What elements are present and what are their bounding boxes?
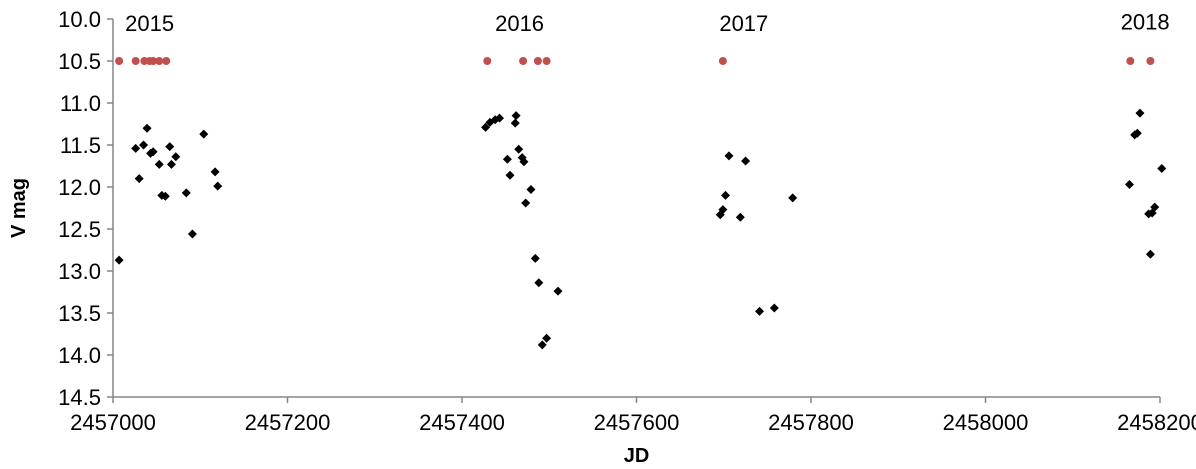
x-tick-label: 2457400 xyxy=(419,410,505,435)
year-annotation: 2018 xyxy=(1121,10,1170,35)
data-point-diamond xyxy=(154,159,164,169)
data-point-diamond xyxy=(1124,179,1134,189)
data-point-diamond xyxy=(1157,164,1167,174)
x-axis-title: JD xyxy=(624,445,650,467)
data-point-diamond xyxy=(511,111,521,121)
data-point-diamond xyxy=(495,113,505,123)
year-annotation: 2016 xyxy=(495,11,544,36)
data-point-circle xyxy=(1126,57,1135,65)
data-point-diamond xyxy=(142,123,152,133)
data-point-diamond xyxy=(1150,202,1160,212)
data-point-diamond xyxy=(530,253,540,263)
data-point-diamond xyxy=(537,340,547,350)
x-tick-label: 2458200 xyxy=(1117,410,1196,435)
year-annotation: 2015 xyxy=(125,11,174,36)
data-point-diamond xyxy=(199,129,209,139)
data-point-diamond xyxy=(502,154,512,164)
data-point-circle xyxy=(718,57,727,65)
data-point-circle xyxy=(519,57,528,65)
y-tick-label: 11.5 xyxy=(60,133,101,158)
data-point-diamond xyxy=(139,140,149,150)
y-tick-label: 10.5 xyxy=(58,49,101,74)
x-tick-label: 2457200 xyxy=(245,410,331,435)
data-point-diamond xyxy=(1135,108,1145,118)
data-point-diamond xyxy=(134,174,144,184)
data-point-diamond xyxy=(160,191,170,201)
data-point-diamond xyxy=(505,170,515,180)
y-axis-title: V mag xyxy=(8,178,30,238)
data-point-diamond xyxy=(1132,128,1142,138)
data-point-diamond xyxy=(519,157,529,167)
data-point-diamond xyxy=(724,151,734,161)
data-point-diamond xyxy=(481,122,491,132)
data-point-diamond xyxy=(534,278,544,288)
data-point-diamond xyxy=(542,333,552,343)
data-point-diamond xyxy=(210,167,220,177)
data-point-circle xyxy=(533,57,542,65)
data-point-diamond xyxy=(131,143,141,153)
data-points xyxy=(114,57,1167,350)
x-tick-label: 2457600 xyxy=(594,410,680,435)
year-annotations: 2015 2016 2017 2018 xyxy=(125,10,1169,37)
axes xyxy=(107,18,1161,403)
data-point-circle xyxy=(542,57,551,65)
data-point-circle xyxy=(162,57,171,65)
data-point-diamond xyxy=(187,229,197,239)
data-point-diamond xyxy=(510,118,520,128)
x-tick-label: 2457800 xyxy=(768,410,854,435)
y-tick-label: 12.5 xyxy=(58,217,101,242)
data-point-diamond xyxy=(755,306,765,316)
data-point-diamond xyxy=(181,188,191,198)
y-tick-label: 13.5 xyxy=(58,301,101,326)
x-tick-label: 2458000 xyxy=(943,410,1029,435)
y-tick-label: 14.0 xyxy=(58,343,101,368)
data-point-diamond xyxy=(1145,249,1155,259)
data-point-diamond xyxy=(114,255,124,265)
y-tick-label: 11.0 xyxy=(60,91,101,116)
data-point-diamond xyxy=(514,144,524,154)
data-point-diamond xyxy=(148,147,158,157)
tick-labels: 10.0 10.5 11.0 11.5 12.0 12.5 13.0 13.5 14.0 14.5… xyxy=(58,7,1196,435)
y-tick-label: 12.0 xyxy=(58,175,101,200)
data-point-circle xyxy=(149,57,158,65)
data-point-diamond xyxy=(720,190,730,200)
data-point-diamond xyxy=(735,212,745,222)
y-tick-label: 13.0 xyxy=(58,259,101,284)
data-point-diamond xyxy=(166,159,176,169)
data-point-circle xyxy=(131,57,140,65)
y-tick-label: 10.0 xyxy=(58,7,101,32)
data-point-circle xyxy=(115,57,124,65)
data-point-circle xyxy=(483,57,492,65)
data-point-diamond xyxy=(171,152,181,162)
data-point-diamond xyxy=(718,205,728,215)
data-point-diamond xyxy=(526,185,536,195)
data-point-diamond xyxy=(213,181,223,191)
data-point-circle xyxy=(1146,57,1155,65)
x-tick-label: 2457000 xyxy=(70,410,156,435)
data-point-diamond xyxy=(521,198,531,208)
data-point-diamond xyxy=(165,142,175,152)
data-point-diamond xyxy=(788,193,798,203)
data-point-diamond xyxy=(553,286,563,296)
data-point-circle xyxy=(155,57,164,65)
y-tick-label: 14.5 xyxy=(58,385,101,410)
data-point-diamond xyxy=(769,303,779,313)
data-point-diamond xyxy=(741,156,751,166)
year-annotation: 2017 xyxy=(719,11,768,36)
